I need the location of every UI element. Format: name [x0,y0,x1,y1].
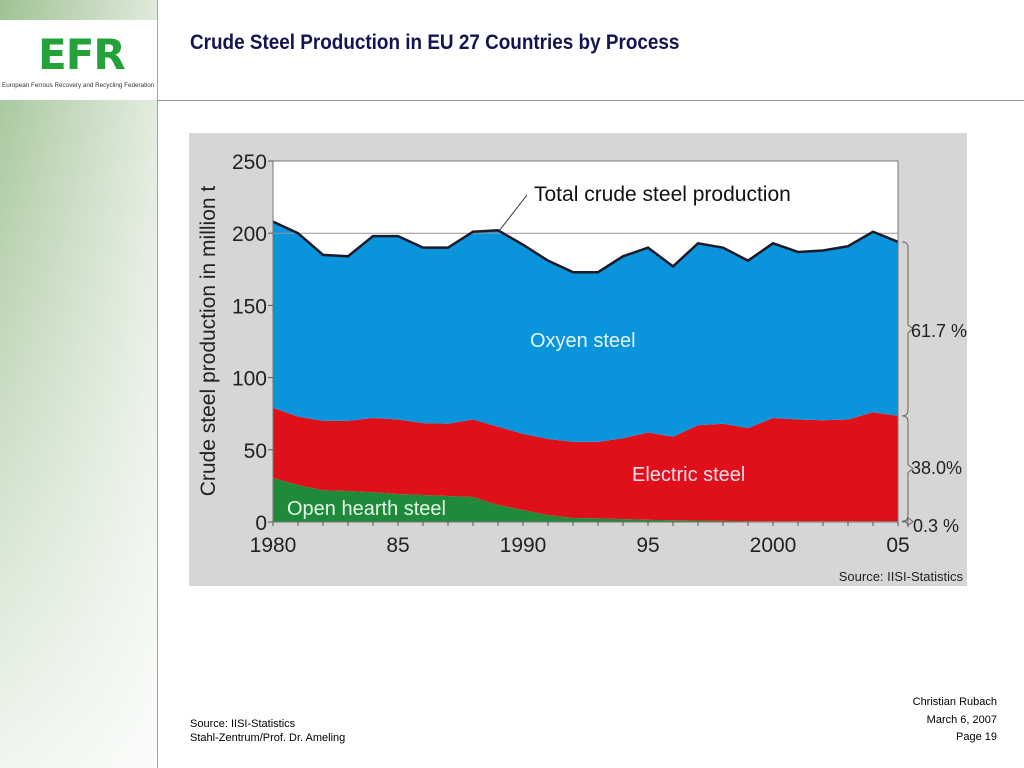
footer-info: Christian Rubach March 6, 2007 Page 19 [913,694,997,747]
footer-source: Source: IISI-Statistics Stahl-Zentrum/Pr… [190,717,345,745]
y-tick-label: 0 [255,512,267,535]
series-label-electric: Electric steel [632,464,745,486]
logo-text: EFR [38,30,126,79]
share-label-oxygen: 61.7 % [911,321,967,341]
area-electric-steel [273,407,898,522]
footer-source-line2: Stahl-Zentrum/Prof. Dr. Ameling [190,732,346,744]
area-open-hearth-steel [273,477,898,522]
y-tick-label: 50 [244,440,267,463]
y-axis-label: Crude steel production in million t [197,186,220,497]
total-annotation: Total crude steel production [534,183,791,206]
x-tick-label: 05 [886,534,909,557]
share-label-electric: 38.0% [911,458,962,478]
share-brace [901,415,914,522]
footer-source-line1: Source: IISI-Statistics [190,718,296,730]
chart: 0 50 100 150 200 250 1980 85 1990 95 2000 05 Crude … [189,133,967,586]
logo-subtitle: European Ferrous Recovery and Recycling … [2,82,155,89]
share-brace [901,241,914,417]
y-tick-label: 250 [232,151,267,174]
header-divider [157,100,1024,101]
x-tick-label: 2000 [750,534,797,557]
area-oxyen-steel [273,221,898,442]
y-tick-label: 150 [232,295,267,318]
x-tick-label: 85 [386,534,409,557]
slide-title: Crude Steel Production in EU 27 Countrie… [190,31,680,54]
series-label-oxygen: Oxyen steel [530,330,636,352]
y-tick-label: 100 [232,368,267,391]
series-label-open-hearth: Open hearth steel [287,498,446,520]
footer-page: Page 19 [956,731,997,743]
x-tick-label: 1990 [500,534,547,557]
logo: EFR European Ferrous Recovery and Recycl… [0,20,157,100]
chart-source: Source: IISI-Statistics [839,569,964,584]
plot-frame [272,160,899,523]
share-brace [901,515,914,528]
sidebar [0,0,158,768]
y-tick-label: 200 [232,223,267,246]
share-label-open-hearth: 0.3 % [913,516,959,536]
footer-author: Christian Rubach [912,696,997,708]
total-annotation-leader [498,194,528,232]
x-tick-label: 95 [636,534,659,557]
total-line [272,220,899,274]
footer-date: March 6, 2007 [926,713,997,726]
x-tick-label: 1980 [250,534,297,557]
